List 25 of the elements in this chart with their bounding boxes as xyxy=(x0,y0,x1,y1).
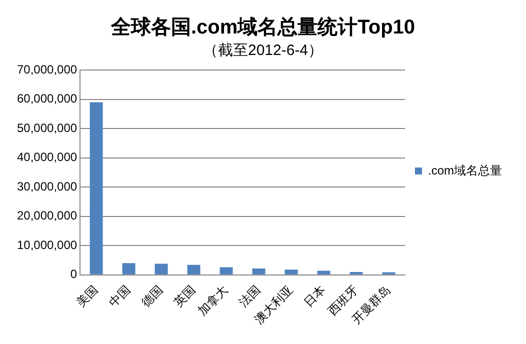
x-tick-label: 日本 xyxy=(301,282,328,310)
y-tick-label: 20,000,000 xyxy=(16,208,78,223)
bar xyxy=(90,102,103,274)
bar xyxy=(284,270,298,274)
x-tick-label: 法国 xyxy=(236,282,264,310)
x-tick-label: 德国 xyxy=(138,282,166,310)
bar xyxy=(154,264,168,274)
y-tick-label: 40,000,000 xyxy=(16,150,78,164)
bar xyxy=(187,264,200,274)
bar xyxy=(220,267,233,274)
y-tick-label: 50,000,000 xyxy=(16,120,78,135)
bar xyxy=(252,268,266,274)
y-tick-label: 60,000,000 xyxy=(16,92,78,106)
bar xyxy=(122,263,136,274)
bar xyxy=(317,270,330,274)
chart-title: 全球各国.com域名总量统计Top10 xyxy=(110,16,416,39)
y-tick-label: 30,000,000 xyxy=(16,179,78,194)
y-tick-label: 10,000,000 xyxy=(16,238,78,252)
bar xyxy=(350,272,363,274)
x-tick-label: 美国 xyxy=(74,282,101,310)
legend-label: .com域名总量 xyxy=(428,163,502,178)
y-tick-label: 0 xyxy=(70,267,78,282)
y-tick-label: 70,000,000 xyxy=(16,62,78,76)
chart-subtitle: （截至2012-6-4） xyxy=(202,42,324,60)
x-tick-label: 中国 xyxy=(106,282,134,310)
